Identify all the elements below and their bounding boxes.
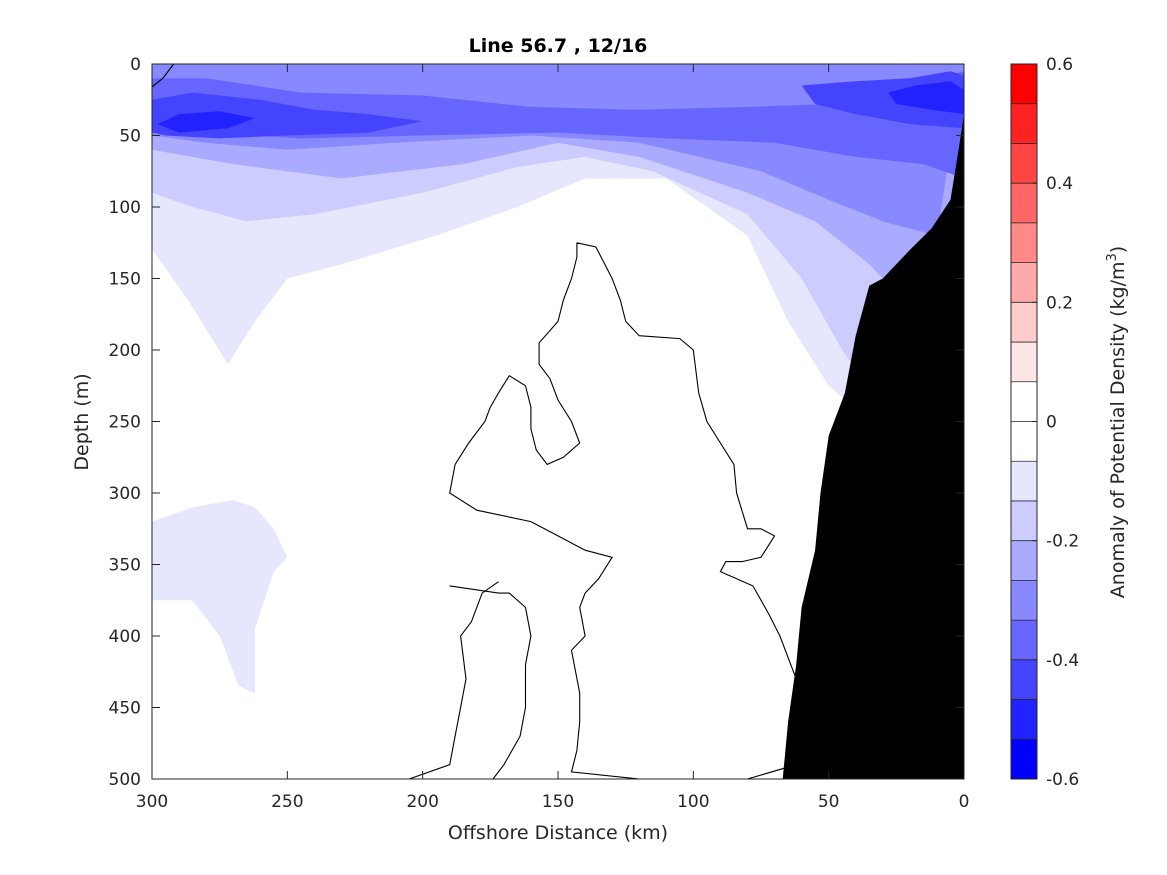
colorbar-swatch	[1011, 64, 1037, 105]
colorbar-swatch	[1011, 699, 1037, 740]
x-axis-label: Offshore Distance (km)	[448, 822, 668, 844]
continental-shelf	[782, 114, 964, 779]
colorbar-tick-label: -0.6	[1046, 770, 1079, 790]
colorbar-swatch	[1011, 580, 1037, 621]
zero-contour-line-0	[449, 242, 803, 779]
colorbar-swatch	[1011, 302, 1037, 343]
y-tick-label: 450	[109, 699, 141, 719]
colorbar-tick-label: 0.6	[1046, 55, 1073, 75]
colorbar-swatch	[1011, 540, 1037, 581]
y-tick-label: 50	[119, 127, 141, 147]
colorbar-tick-label: 0.2	[1046, 293, 1073, 313]
colorbar-tick-label: -0.4	[1046, 651, 1079, 671]
y-tick-label: 500	[109, 770, 141, 790]
colorbar-swatch	[1011, 342, 1037, 383]
contour-region-1	[152, 500, 288, 694]
y-tick-label: 300	[109, 484, 141, 504]
y-tick-label: 250	[109, 413, 141, 433]
colorbar-swatch	[1011, 500, 1037, 542]
colorbar-tick-label: 0.4	[1046, 174, 1073, 194]
colorbar-swatch	[1011, 461, 1037, 502]
y-tick-label: 0	[130, 55, 141, 75]
shelf-polygon	[782, 114, 964, 779]
zero-contour-line-1	[449, 585, 532, 779]
colorbar-swatch	[1011, 620, 1037, 661]
colorbar-swatch	[1011, 659, 1037, 701]
x-tick-label: 200	[406, 792, 438, 812]
colorbar-swatch	[1011, 262, 1037, 303]
colorbar-swatch	[1011, 421, 1037, 462]
colorbar-label-text: Anomaly of Potential Density (kg/m	[1107, 262, 1129, 599]
colorbar-label-end: )	[1107, 246, 1129, 253]
x-tick-label: 100	[677, 792, 709, 812]
colorbar-swatch	[1011, 143, 1037, 184]
zero-contour-line-2	[408, 581, 499, 779]
colorbar-swatch	[1011, 183, 1037, 224]
plot-area: 300 250 200 150 100 50 0 050100150200250300350…	[109, 55, 970, 812]
chart-title: Line 56.7 , 12/16	[469, 35, 648, 57]
colorbar-swatch	[1011, 222, 1037, 264]
colorbar-label-superscript: 3	[1105, 253, 1120, 261]
y-tick-label: 350	[109, 556, 141, 576]
colorbar-tick-label: 0	[1046, 413, 1057, 433]
y-axis: 0 50 100 150 200 250 300 350 400 450 500	[109, 55, 964, 790]
y-tick-label: 200	[109, 341, 141, 361]
x-tick-label: 300	[136, 792, 168, 812]
colorbar-swatch	[1011, 381, 1037, 422]
y-tick-label: 400	[109, 627, 141, 647]
colorbar-swatch	[1011, 739, 1037, 780]
x-tick-label: 50	[818, 792, 840, 812]
y-tick-label: 150	[109, 270, 141, 290]
colorbar-label: Anomaly of Potential Density (kg/m3)	[1105, 246, 1129, 598]
colorbar: 0.6 0.4 0.2 0 -0.2 -0.4 -0.6	[1010, 55, 1079, 790]
y-tick-label: 100	[109, 198, 141, 218]
x-tick-label: 250	[271, 792, 303, 812]
contour-region-9	[888, 81, 964, 115]
colorbar-swatch	[1011, 103, 1037, 144]
colorbar-tick-label: -0.2	[1046, 532, 1079, 552]
contour-region-5	[152, 71, 964, 179]
x-tick-label: 0	[959, 792, 970, 812]
x-axis: 300 250 200 150 100 50 0	[136, 64, 970, 812]
contour-fills	[152, 64, 964, 779]
contour-region-0	[152, 64, 964, 779]
zero-contour-line-3	[152, 64, 175, 88]
y-axis-label: Depth (m)	[71, 373, 93, 470]
x-tick-label: 150	[542, 792, 574, 812]
contour-region-8	[157, 111, 255, 133]
